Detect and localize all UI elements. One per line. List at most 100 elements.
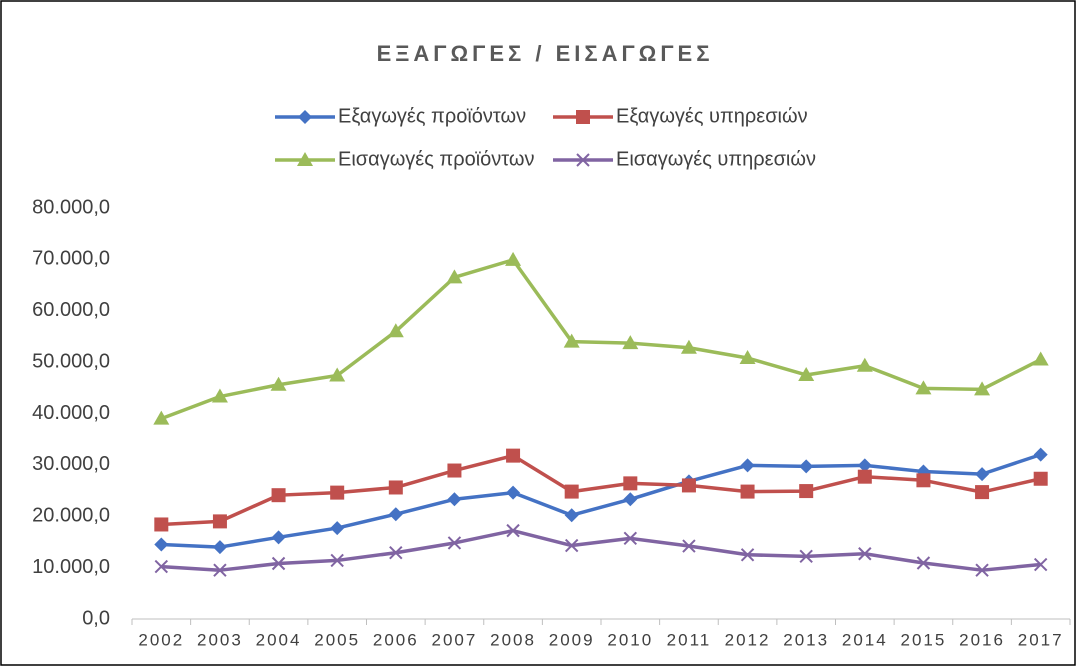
marker [740,458,755,473]
legend-marker [298,110,312,124]
marker [975,467,990,482]
x-tick-label: 2010 [607,630,653,649]
x-tick-label: 2016 [959,630,1005,649]
marker [330,521,345,536]
x-tick-label: 2009 [549,630,595,649]
y-tick-label: 60.000,0 [32,299,110,321]
marker [563,333,580,348]
marker [330,485,345,500]
marker [330,553,344,568]
marker [506,523,520,538]
marker [740,548,755,562]
x-tick-label: 2011 [667,630,712,649]
marker [388,507,403,522]
series-line [161,453,1042,527]
x-tick-label: 2002 [138,630,184,649]
marker [388,480,403,495]
marker [447,463,462,478]
series-line [161,452,1042,549]
x-tick-label: 2012 [725,630,771,649]
marker [1033,557,1048,572]
marker [271,488,286,503]
marker [506,485,521,500]
legend-marker [297,152,313,166]
marker [270,376,287,391]
marker [153,410,170,425]
marker [505,251,522,266]
marker [1033,471,1048,486]
marker [1033,447,1048,462]
x-tick-label: 2008 [490,630,536,649]
marker [154,559,169,574]
marker [564,508,579,523]
legend-label: Εισαγωγές προϊόντων [338,148,535,170]
marker [740,484,755,499]
y-tick-label: 10.000,0 [32,556,110,578]
marker [682,539,696,553]
series-line [160,258,1042,421]
marker [915,380,932,395]
marker [857,458,872,473]
marker [916,473,931,488]
legend-marker [576,153,590,167]
marker [623,476,638,491]
y-tick-label: 40.000,0 [32,402,110,424]
marker [975,563,989,577]
legend-label: Εξαγωγές προϊόντων [338,105,526,127]
marker [154,517,169,532]
marker [329,367,346,382]
marker [564,538,579,553]
legend-marker [576,110,590,124]
marker [447,536,462,550]
x-tick-label: 2017 [1018,630,1064,649]
y-tick-label: 0,0 [82,607,110,629]
marker [389,546,403,560]
marker [446,269,463,284]
chart-title: ΕΞΑΓΩΓΕΣ / ΕΙΣΑΓΩΓΕΣ [377,41,714,66]
y-tick-label: 20.000,0 [32,505,110,527]
marker [858,547,872,561]
marker [387,323,404,338]
marker [916,556,931,570]
marker [271,556,286,571]
marker [271,530,286,545]
series-line [161,528,1041,572]
marker [623,492,638,507]
x-tick-label: 2006 [373,630,419,649]
marker [799,549,813,564]
x-tick-label: 2004 [256,630,302,649]
marker [447,492,462,507]
marker [798,366,815,381]
marker [681,478,696,493]
marker [739,350,756,365]
marker [564,484,579,499]
y-tick-label: 70.000,0 [32,248,110,270]
marker [623,531,638,546]
marker [975,485,990,500]
marker [974,381,991,396]
marker [856,357,873,372]
x-tick-label: 2005 [314,630,360,649]
marker [154,537,169,552]
marker [622,335,639,350]
marker [212,514,227,529]
y-tick-label: 30.000,0 [32,453,110,475]
x-tick-label: 2013 [783,630,829,649]
y-tick-label: 80.000,0 [32,196,110,218]
marker [506,448,521,463]
marker [1032,351,1049,366]
marker [680,339,697,354]
marker [799,459,814,474]
marker [212,540,227,555]
x-tick-label: 2015 [901,630,947,649]
marker [213,563,227,577]
marker [857,469,872,484]
x-tick-label: 2003 [197,630,243,649]
x-tick-label: 2007 [432,630,478,649]
legend-label: Εξαγωγές υπηρεσιών [616,105,808,127]
legend-label: Εισαγωγές υπηρεσιών [616,148,816,170]
x-tick-label: 2014 [842,630,888,649]
y-tick-label: 50.000,0 [32,350,110,372]
